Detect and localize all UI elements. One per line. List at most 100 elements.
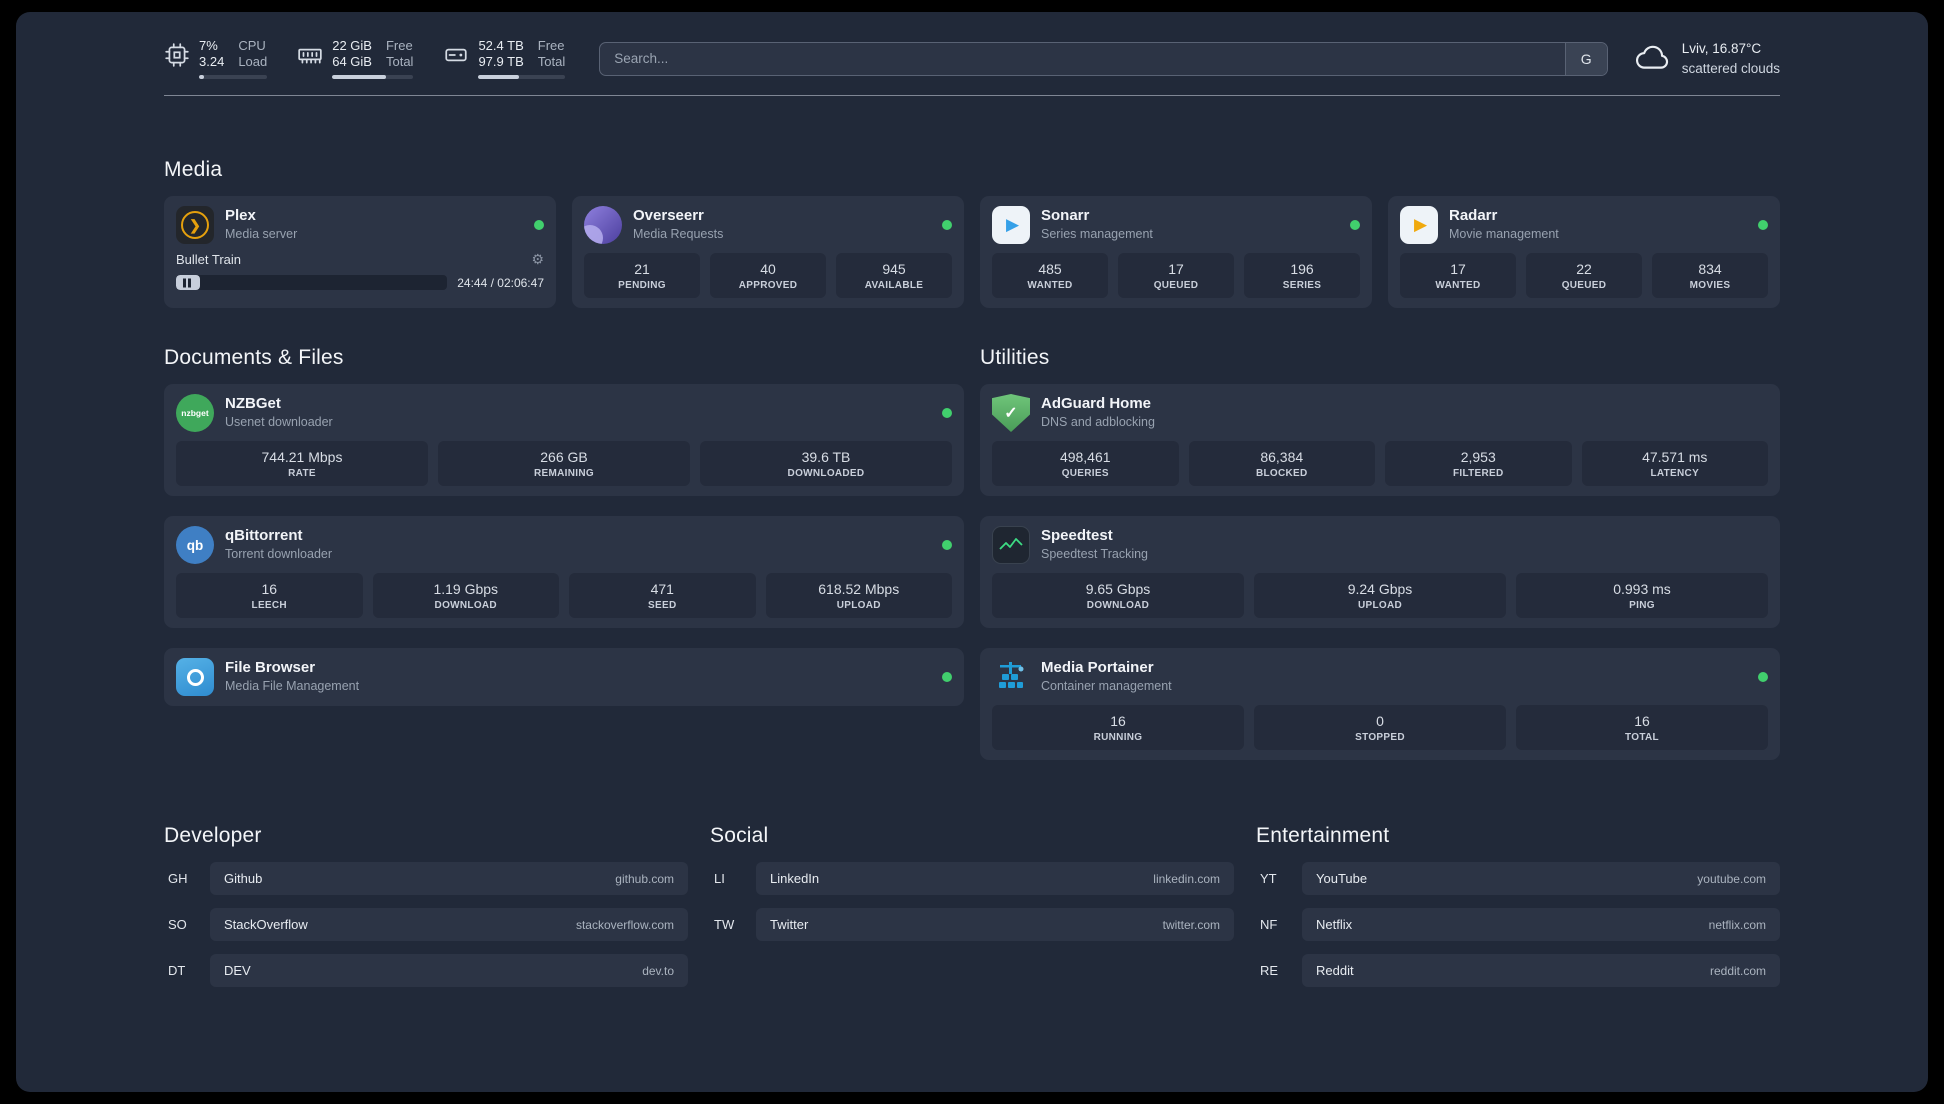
bookmark-abbr: YT — [1260, 871, 1277, 886]
stat-grid: 9.65 Gbps DOWNLOAD 9.24 Gbps UPLOAD 0.99… — [992, 573, 1768, 618]
stat-tile: 945 AVAILABLE — [836, 253, 952, 298]
now-playing-title: Bullet Train — [176, 252, 242, 267]
cpu-usage: 7% — [199, 38, 218, 53]
stat-label: UPLOAD — [1357, 600, 1403, 611]
bookmark-link[interactable]: YouTube youtube.com — [1302, 862, 1780, 895]
stat-tile: 9.24 Gbps UPLOAD — [1254, 573, 1506, 618]
stat-value: 266 GB — [540, 449, 588, 465]
stat-tile: 16 LEECH — [176, 573, 363, 618]
service-card-nzbget[interactable]: nzbget NZBGet Usenet downloader 744.21 M… — [164, 384, 964, 496]
status-dot — [942, 540, 952, 550]
stat-tile: 40 APPROVED — [710, 253, 826, 298]
overseerr-icon — [584, 206, 622, 244]
service-name: File Browser — [225, 659, 316, 677]
gear-icon[interactable]: ⚙ — [531, 251, 544, 267]
header: 7% CPU 3.24 Load 22 GiB Free 64 GiB Tota… — [164, 12, 1780, 79]
stat-tile: 86,384 BLOCKED — [1188, 441, 1375, 486]
bookmark-row: DT DEV dev.to — [164, 954, 688, 987]
cloud-icon — [1635, 45, 1668, 69]
disk-icon — [445, 48, 468, 62]
stat-grid: 744.21 Mbps RATE 266 GB REMAINING 39.6 T… — [176, 441, 952, 486]
stat-label: UPLOAD — [836, 600, 881, 611]
stat-tile: 0 STOPPED — [1254, 705, 1506, 750]
status-dot — [1758, 220, 1768, 230]
search-bar: G — [599, 41, 1608, 76]
service-name: NZBGet — [225, 395, 281, 413]
bookmark-group-developer: Developer GH Github github.com SO StackO… — [164, 824, 688, 1000]
stat-tile: 22 QUEUED — [1526, 253, 1642, 298]
bookmark-abbr: GH — [168, 871, 188, 886]
bookmark-row: YT YouTube youtube.com — [1256, 862, 1780, 895]
stat-label: QUEUED — [1153, 280, 1199, 291]
service-card-filebrowser[interactable]: File Browser Media File Management — [164, 648, 964, 706]
service-card-qbittorrent[interactable]: qb qBittorrent Torrent downloader 16 LEE… — [164, 516, 964, 628]
playback-progress-bar[interactable] — [176, 275, 448, 290]
service-desc: Media server — [225, 227, 298, 242]
section-title-social: Social — [710, 824, 769, 847]
bookmark-link[interactable]: DEV dev.to — [210, 954, 688, 987]
service-desc: Torrent downloader — [225, 547, 333, 562]
speedtest-icon — [992, 526, 1030, 564]
service-card-overseerr[interactable]: Overseerr Media Requests 21 PENDING 40 A… — [572, 196, 964, 308]
service-name: qBittorrent — [225, 527, 303, 545]
stat-value: 17 — [1168, 261, 1184, 277]
cpu-bar — [199, 75, 268, 79]
disk-total: 97.9 TB — [478, 54, 524, 69]
bookmark-name: StackOverflow — [224, 917, 308, 932]
service-card-speedtest[interactable]: Speedtest Speedtest Tracking 9.65 Gbps D… — [980, 516, 1780, 628]
service-desc: Media File Management — [225, 679, 360, 694]
stat-value: 0.993 ms — [1613, 581, 1671, 597]
search-provider-button[interactable]: G — [1564, 42, 1607, 75]
stat-value: 744.21 Mbps — [261, 449, 343, 465]
service-desc: Container management — [1041, 679, 1172, 694]
stat-label: PING — [1629, 600, 1655, 611]
stat-value: 834 — [1698, 261, 1722, 277]
disk-free: 52.4 TB — [478, 38, 524, 53]
stat-label: BLOCKED — [1255, 468, 1308, 479]
sonarr-icon: ▶ — [992, 206, 1030, 244]
status-dot — [534, 220, 544, 230]
pause-icon[interactable] — [183, 278, 191, 287]
stat-label: REMAINING — [534, 468, 594, 479]
bookmark-row: GH Github github.com — [164, 862, 688, 895]
bookmark-link[interactable]: Twitter twitter.com — [756, 908, 1234, 941]
stat-label: FILTERED — [1452, 468, 1504, 479]
stat-label: QUERIES — [1061, 468, 1109, 479]
memory-free-label: Free — [385, 38, 413, 53]
stat-label: WANTED — [1027, 280, 1073, 291]
bookmark-link[interactable]: Reddit reddit.com — [1302, 954, 1780, 987]
stat-tile: 1.19 Gbps DOWNLOAD — [372, 573, 559, 618]
bookmark-link[interactable]: Github github.com — [210, 862, 688, 895]
service-card-radarr[interactable]: ▶ Radarr Movie management 17 WANTED 22 Q… — [1388, 196, 1780, 308]
plex-icon: ❯ — [176, 206, 214, 244]
bookmark-abbr: SO — [168, 917, 187, 932]
service-desc: Usenet downloader — [225, 415, 333, 430]
bookmark-link[interactable]: LinkedIn linkedin.com — [756, 862, 1234, 895]
stat-label: LATENCY — [1650, 468, 1700, 479]
disk-free-label: Free — [537, 38, 565, 53]
bookmark-link[interactable]: Netflix netflix.com — [1302, 908, 1780, 941]
stat-value: 498,461 — [1059, 449, 1111, 465]
search-input[interactable] — [600, 42, 1565, 75]
disk-bar — [478, 75, 566, 79]
stat-label: DOWNLOAD — [434, 600, 497, 611]
section-title-media: Media — [164, 158, 223, 181]
service-card-portainer[interactable]: Media Portainer Container management 16 … — [980, 648, 1780, 760]
stat-tile: 744.21 Mbps RATE — [176, 441, 428, 486]
service-card-adguard[interactable]: ✓ AdGuard Home DNS and adblocking 498,46… — [980, 384, 1780, 496]
cpu-loadavg: 3.24 — [199, 54, 225, 69]
service-card-plex[interactable]: ❯ Plex Media server Bullet Train ⚙ — [164, 196, 556, 308]
stat-tile: 471 SEED — [569, 573, 756, 618]
stat-tile: 834 MOVIES — [1652, 253, 1768, 298]
weather-location: Lviv, 16.87°C — [1681, 40, 1762, 56]
bookmark-link[interactable]: StackOverflow stackoverflow.com — [210, 908, 688, 941]
bookmark-name: YouTube — [1316, 871, 1368, 886]
stat-value: 9.65 Gbps — [1085, 581, 1151, 597]
stat-tile: 47.571 ms LATENCY — [1581, 441, 1768, 486]
service-card-sonarr[interactable]: ▶ Sonarr Series management 485 WANTED 17… — [980, 196, 1372, 308]
stat-value: 945 — [882, 261, 906, 277]
stat-label: DOWNLOAD — [1086, 600, 1150, 611]
qbittorrent-icon: qb — [176, 526, 214, 564]
stat-value: 21 — [634, 261, 650, 277]
stat-label: DOWNLOADED — [787, 468, 865, 479]
